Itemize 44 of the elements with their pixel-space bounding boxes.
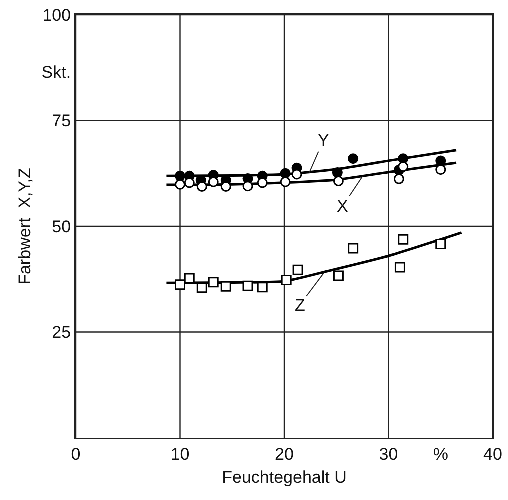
point: [292, 264, 304, 276]
annotation: Z: [295, 296, 306, 315]
point: [394, 262, 406, 273]
point: [242, 181, 254, 192]
point: [394, 174, 404, 184]
x-tick-label: 30: [379, 444, 398, 464]
point: [196, 181, 208, 192]
point: [332, 168, 343, 178]
point: [436, 239, 446, 250]
point: [333, 176, 344, 186]
point: [348, 243, 359, 254]
point: [348, 154, 359, 164]
y-axis-title: Farbwert X,Y,Z: [16, 168, 35, 285]
point: [257, 178, 268, 188]
point: [220, 281, 232, 292]
point: [175, 179, 186, 190]
point: [292, 169, 302, 180]
point: [280, 168, 291, 179]
x-tick-label: %: [433, 444, 448, 464]
annotation: X: [337, 197, 348, 216]
point: [184, 273, 195, 284]
point: [175, 280, 186, 290]
x-tick-label: 20: [275, 444, 294, 464]
point: [257, 282, 268, 293]
x-axis-title: Feuchtegehalt U: [222, 468, 347, 488]
point: [196, 282, 208, 294]
point: [208, 176, 219, 188]
y-tick-label: 75: [52, 112, 72, 131]
point: [280, 176, 291, 188]
y-tick-label: 50: [52, 217, 72, 236]
x-tick-label: 10: [170, 444, 190, 464]
point: [184, 178, 195, 188]
y-tick-label: 25: [52, 323, 72, 342]
point: [398, 162, 409, 172]
x-tick-label: 40: [484, 444, 502, 464]
y-tick-label: Skt.: [42, 63, 72, 82]
point: [398, 234, 409, 245]
x-tick-label: 0: [71, 444, 81, 464]
point: [208, 277, 219, 288]
point: [242, 280, 254, 292]
point: [281, 274, 292, 286]
annotation: Y: [318, 131, 330, 150]
point: [333, 270, 344, 282]
y-tick-label: 100: [42, 6, 72, 25]
